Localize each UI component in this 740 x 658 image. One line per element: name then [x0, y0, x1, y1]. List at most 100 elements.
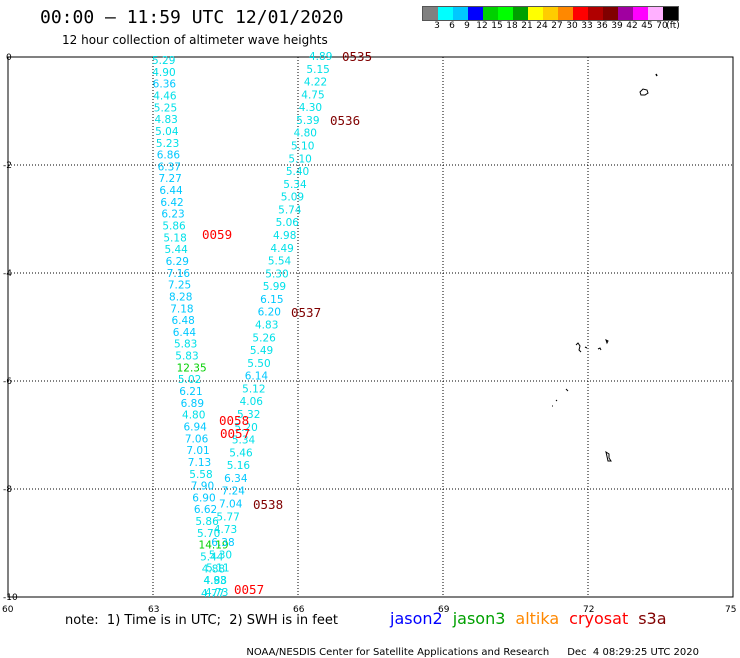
swh-value: 6.37: [158, 161, 181, 173]
satellite-legend: jason2 jason3 altika cryosat s3a: [390, 609, 677, 628]
swh-value: 7.90: [191, 481, 214, 493]
pass-label: 0535: [342, 49, 372, 64]
swh-value: 5.54: [268, 256, 292, 268]
swh-value: 4.77: [201, 588, 224, 600]
color-scale-label: 15: [491, 21, 503, 31]
pass-label: 0059: [202, 227, 232, 242]
color-swatch: [528, 7, 543, 20]
swh-value: 5.50: [247, 358, 270, 370]
island-outline: [639, 88, 649, 96]
swh-value: 5.83: [175, 351, 198, 363]
color-swatch: [603, 7, 618, 20]
y-tick-label: -2: [3, 161, 12, 171]
swh-value: 4.80: [182, 410, 205, 422]
swh-value: 6.86: [157, 150, 181, 162]
swh-value: 8.28: [169, 291, 192, 303]
color-swatch: [513, 7, 528, 20]
swh-value: 5.06: [276, 217, 300, 229]
color-scale-label: (ft): [666, 21, 680, 31]
swh-value: 4.98: [273, 230, 296, 242]
swh-value: 4.83: [154, 114, 177, 126]
swh-value: 6.44: [173, 327, 197, 339]
color-scale-label: 21: [521, 21, 533, 31]
swh-value: 4.73: [214, 524, 237, 536]
swh-value: 5.12: [242, 383, 265, 395]
swh-value: 6.29: [166, 256, 189, 268]
swh-value: 7.24: [222, 486, 246, 498]
x-tick-label: 60: [2, 605, 14, 615]
y-tick-label: -8: [3, 485, 12, 495]
swh-value: 6.42: [160, 197, 183, 209]
swh-value: 7.04: [219, 499, 243, 511]
swh-value: 5.34: [232, 435, 256, 447]
pass-label: 0538: [253, 497, 283, 512]
swh-value: 5.86: [195, 516, 219, 528]
color-scale-label: 36: [596, 21, 608, 31]
swh-value: 5.77: [216, 511, 239, 523]
swh-value: 6.89: [181, 398, 204, 410]
color-scale-label: 18: [506, 21, 518, 31]
chart-title: 00:00 – 11:59 UTC 12/01/2020: [40, 7, 344, 28]
color-swatch: [453, 7, 468, 20]
credit-timestamp: Dec 4 08:29:25 UTC 2020: [567, 647, 700, 658]
swh-value: 4.90: [152, 67, 175, 79]
swh-value: 6.90: [192, 492, 215, 504]
color-scale-label: 24: [536, 21, 548, 31]
swh-value: 7.16: [167, 268, 191, 280]
footer-note: note: 1) Time is in UTC; 2) SWH is in fe…: [65, 613, 338, 628]
y-tick-label: -4: [3, 269, 12, 279]
swh-value: 12.35: [177, 362, 207, 374]
color-scale-label: 39: [611, 21, 623, 31]
swh-value: 6.44: [159, 185, 183, 197]
legend-item-altika: altika: [515, 609, 560, 628]
swh-value: 5.39: [296, 115, 319, 127]
color-scale-label: 70: [656, 21, 668, 31]
color-scale-label: 42: [626, 21, 638, 31]
swh-value: 5.11: [206, 562, 229, 574]
swh-value: 5.70: [197, 528, 220, 540]
swh-value: 14.19: [199, 540, 229, 552]
swh-value: 5.09: [281, 192, 304, 204]
color-scale-label: 6: [449, 21, 455, 31]
swh-value: 5.18: [163, 232, 186, 244]
x-tick-label: 72: [583, 605, 594, 615]
swh-value: 5.83: [174, 339, 197, 351]
color-swatch: [648, 7, 663, 20]
swh-value: 6.23: [161, 209, 184, 221]
color-scale-bar: [422, 6, 679, 21]
color-swatch: [438, 7, 453, 20]
color-scale-label: 3: [434, 21, 440, 31]
swh-value: 4.49: [270, 243, 293, 255]
swh-value: 5.46: [229, 447, 253, 459]
color-scale-label: 12: [476, 21, 488, 31]
legend-item-jason3: jason3: [452, 609, 506, 628]
color-swatch: [588, 7, 603, 20]
swh-value: 7.27: [158, 173, 181, 185]
y-tick-label: -10: [3, 593, 18, 603]
swh-value: 7.06: [185, 433, 209, 445]
color-scale-label: 45: [641, 21, 653, 31]
swh-value: 6.48: [171, 315, 194, 327]
swh-value: 6.15: [260, 294, 283, 306]
swh-value: 7.25: [168, 280, 191, 292]
swh-value: 6.21: [179, 386, 202, 398]
swh-value: 4.88: [202, 563, 225, 575]
swh-value: 6.94: [183, 421, 207, 433]
color-swatch: [423, 7, 438, 20]
pass-label: 0536: [330, 113, 360, 128]
x-tick-label: 75: [725, 605, 736, 615]
swh-value: 5.34: [283, 179, 307, 191]
swh-value: 5.16: [227, 460, 251, 472]
y-tick-label: 0: [6, 53, 12, 63]
swh-value: 5.23: [156, 138, 179, 150]
swh-value: 5.74: [278, 204, 302, 216]
swh-value: 5.10: [288, 153, 311, 165]
swh-value: 7.13: [188, 457, 211, 469]
swh-value: 4.06: [240, 396, 264, 408]
swh-value: 5.20: [234, 422, 257, 434]
swh-value: 4.83: [255, 320, 278, 332]
swh-value: 7.18: [170, 303, 193, 315]
x-tick-label: 66: [293, 605, 305, 615]
pass-label: 0057: [220, 426, 250, 441]
